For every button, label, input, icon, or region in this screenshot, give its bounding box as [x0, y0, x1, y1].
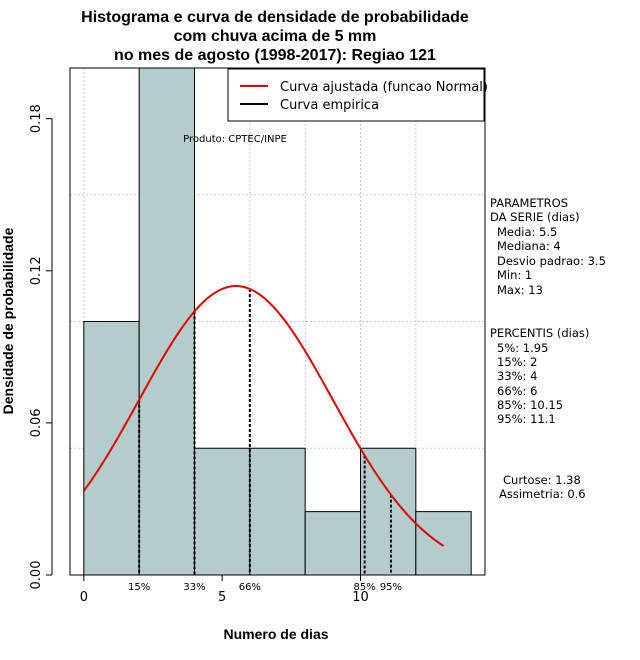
x-tick-label: 10 [352, 590, 369, 605]
title-line-2: com chuva acima de 5 mm [174, 28, 377, 45]
percentis-line: 5%: 1.95 [497, 341, 548, 355]
histogram-bar [415, 511, 472, 576]
y-tick-label: 0.18 [29, 104, 44, 133]
parametros-heading-2: DA SERIE (dias) [490, 210, 580, 224]
percentis-line: 95%: 11.1 [497, 412, 556, 426]
percentile-marker-label: 33% [183, 582, 205, 593]
histogram-bar [360, 447, 417, 576]
percentis-heading: PERCENTIS (dias) [490, 326, 589, 340]
percentis-line: 15%: 2 [497, 355, 537, 369]
title-line-1: Histograma e curva de densidade de proba… [81, 9, 469, 26]
normal-curve-line [83, 285, 445, 547]
x-axis-title: Numero de dias [223, 626, 328, 642]
parametros-line: Max: 13 [497, 283, 543, 297]
legend: Curva ajustada (funcao Normal) Curva emp… [227, 68, 488, 122]
percentis-line: 85%: 10.15 [497, 398, 563, 412]
y-tick-label: 0.12 [29, 256, 44, 285]
parametros-line: Min: 1 [497, 268, 532, 282]
legend-label-fitted: Curva ajustada (funcao Normal) [280, 80, 488, 95]
chart-title: Histograma e curva de densidade de proba… [81, 9, 469, 64]
percentis-line: 66%: 6 [497, 384, 537, 398]
percentis-line: 33%: 4 [497, 369, 537, 383]
assimetria-line: Assimetria: 0.6 [499, 487, 586, 501]
x-tick-label: 0 [80, 590, 88, 605]
histogram-bar [249, 447, 306, 576]
normal-curve [83, 285, 445, 547]
percentile-marker-label: 85% [354, 582, 376, 593]
y-tick-label: 0.00 [29, 561, 44, 590]
percentile-markers: 15% 33% 66% 85% 95% [128, 288, 402, 593]
legend-box [227, 68, 485, 122]
shape-panel: Curtose: 1.38 Assimetria: 0.6 [499, 473, 586, 501]
histogram-bar [194, 447, 251, 576]
y-tick-label: 0.06 [29, 408, 44, 437]
legend-label-empirical: Curva empirica [280, 98, 379, 113]
parametros-panel: PARAMETROS DA SERIE (dias) Media: 5.5 Me… [490, 196, 606, 297]
percentile-marker-label: 95% [380, 582, 402, 593]
parametros-line: Desvio padrao: 3.5 [497, 254, 606, 268]
histogram-bar [304, 511, 361, 576]
x-tick-label: 5 [218, 590, 226, 605]
percentis-panel: PERCENTIS (dias) 5%: 1.95 15%: 2 33%: 4 … [490, 326, 589, 426]
title-line-3: no mes de agosto (1998-2017): Regiao 121 [114, 47, 436, 64]
parametros-line: Mediana: 4 [497, 239, 561, 253]
percentile-marker-label: 15% [128, 582, 150, 593]
parametros-heading-1: PARAMETROS [490, 196, 568, 210]
parametros-line: Media: 5.5 [497, 225, 557, 239]
watermark: Produto: CPTEC/INPE [183, 134, 287, 145]
axes: 0.00 0.06 0.12 0.18 0 5 10 [29, 104, 369, 605]
curtose-line: Curtose: 1.38 [503, 473, 581, 487]
percentile-marker-label: 66% [239, 582, 261, 593]
y-axis-title: Densidade de probabilidade [0, 227, 16, 414]
